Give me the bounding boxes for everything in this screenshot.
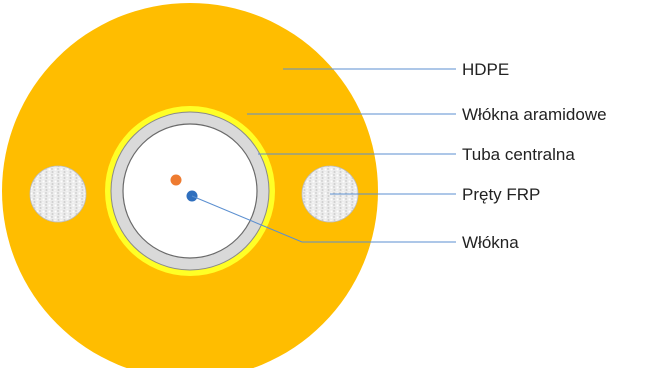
frp-rod-left — [29, 165, 87, 223]
label-hdpe: HDPE — [462, 60, 509, 79]
leader-line-fibers — [191, 195, 456, 243]
label-aramid-fibers: Włókna aramidowe — [462, 105, 607, 124]
label-central-tube: Tuba centralna — [462, 145, 575, 164]
label-fibers: Włókna — [462, 233, 519, 252]
label-frp-rods: Pręty FRP — [462, 185, 540, 204]
fiber-orange — [170, 174, 182, 186]
